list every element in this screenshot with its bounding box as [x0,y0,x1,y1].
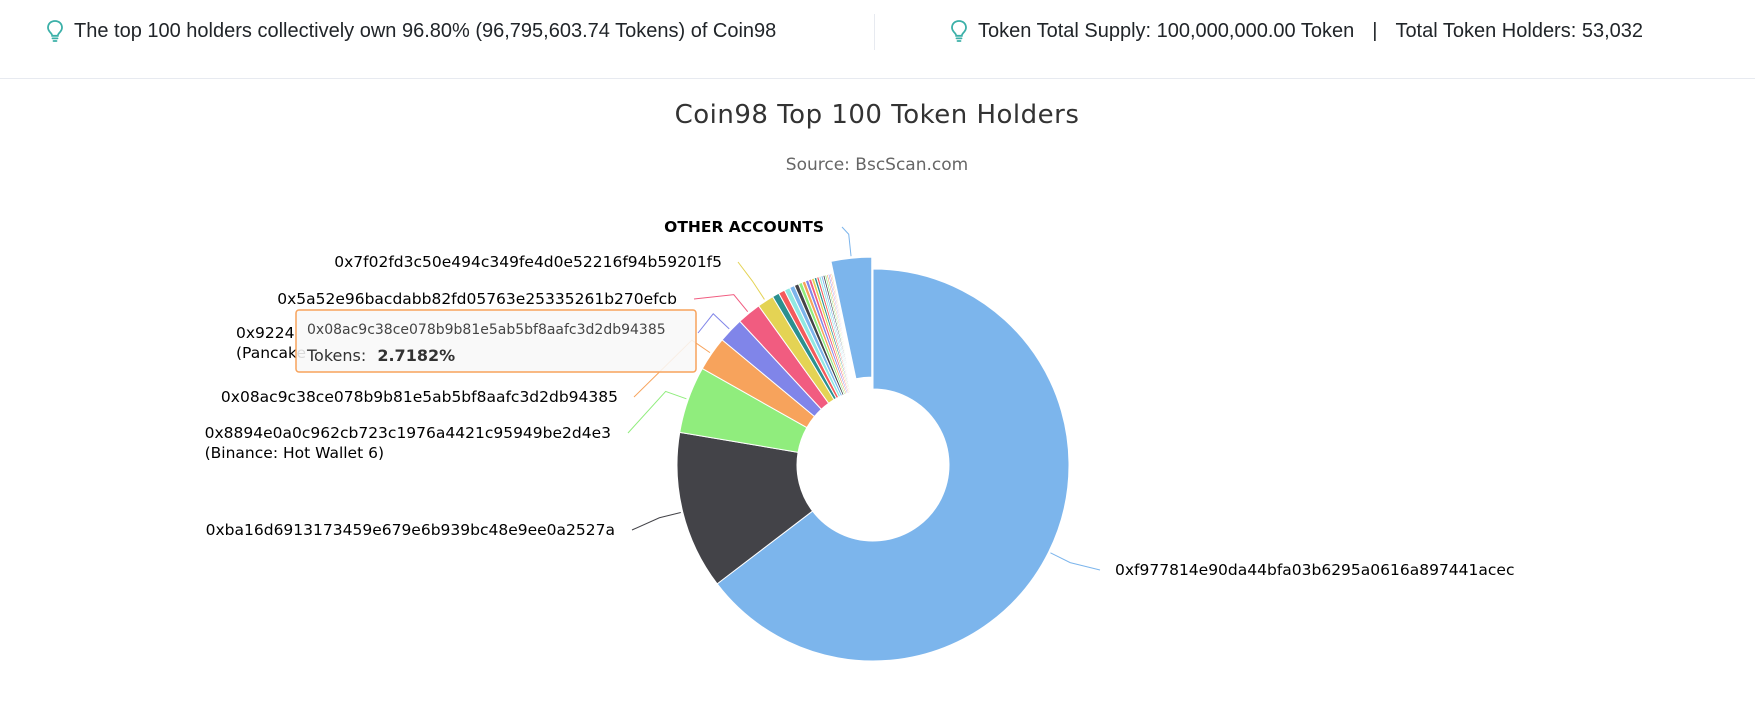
slice-label: OTHER ACCOUNTS [664,218,824,236]
tooltip-label: Tokens: [306,346,366,365]
slice-label: 0x5a52e96bacdabb82fd05763e25335261b270ef… [277,290,677,308]
tooltip-box [295,309,697,373]
pie-slice[interactable] [830,256,873,380]
slice-label: 0x7f02fd3c50e494c349fe4d0e52216f94b59201… [334,253,722,271]
label-connector [631,511,681,531]
chart-tooltip: 0x08ac9c38ce078b9b81e5ab5bf8aafc3d2db943… [295,309,697,373]
tooltip-body: Tokens: 2.7182% [306,346,455,365]
supply-info: Token Total Supply: 100,000,000.00 Token… [950,18,1643,44]
slice-label: 0x9224 [236,324,294,342]
header-divider [874,14,875,50]
slice-sublabel: (Binance: Hot Wallet 6) [205,444,384,462]
tooltip-address: 0x08ac9c38ce078b9b81e5ab5bf8aafc3d2db943… [307,322,666,338]
slice-label: 0xf977814e90da44bfa03b6295a0616a897441ac… [1115,561,1514,579]
token-holders-chart: Coin98 Top 100 Token Holders Source: Bsc… [205,100,1515,662]
label-connector [1050,552,1101,571]
chart-title: Coin98 Top 100 Token Holders [675,100,1080,130]
slice-label: 0xba16d6913173459e679e6b939bc48e9ee0a252… [206,521,615,539]
holders-info-bar: The top 100 holders collectively own 96.… [0,0,1755,79]
slice-label: 0x08ac9c38ce078b9b81e5ab5bf8aafc3d2db943… [221,388,618,406]
pie-slice[interactable] [676,431,814,585]
label-connector [737,261,765,300]
slice-label: 0x8894e0a0c962cb723c1976a4421c95949be2d4… [205,424,611,442]
slice-labels: 0xf977814e90da44bfa03b6295a0616a897441ac… [205,218,1515,579]
pie-slices [676,256,1070,662]
label-connector [693,294,749,312]
pie-slice[interactable] [716,268,1070,662]
tooltip-value: 2.7182% [377,346,455,365]
label-connector [627,390,687,434]
label-connector [841,226,852,257]
holders-summary: The top 100 holders collectively own 96.… [46,18,776,44]
lightbulb-icon [951,20,967,42]
slice-sublabel: (Pancake [236,344,306,362]
total-holders-text: Total Token Holders: 53,032 [1395,19,1644,42]
pie-slice[interactable] [830,272,858,392]
chart-subtitle: Source: BscScan.com [786,155,968,175]
separator: | [1372,19,1378,42]
label-connector [697,313,730,334]
holders-summary-text: The top 100 holders collectively own 96.… [74,19,777,42]
total-supply-text: Token Total Supply: 100,000,000.00 Token [978,19,1355,42]
lightbulb-icon [47,20,63,42]
